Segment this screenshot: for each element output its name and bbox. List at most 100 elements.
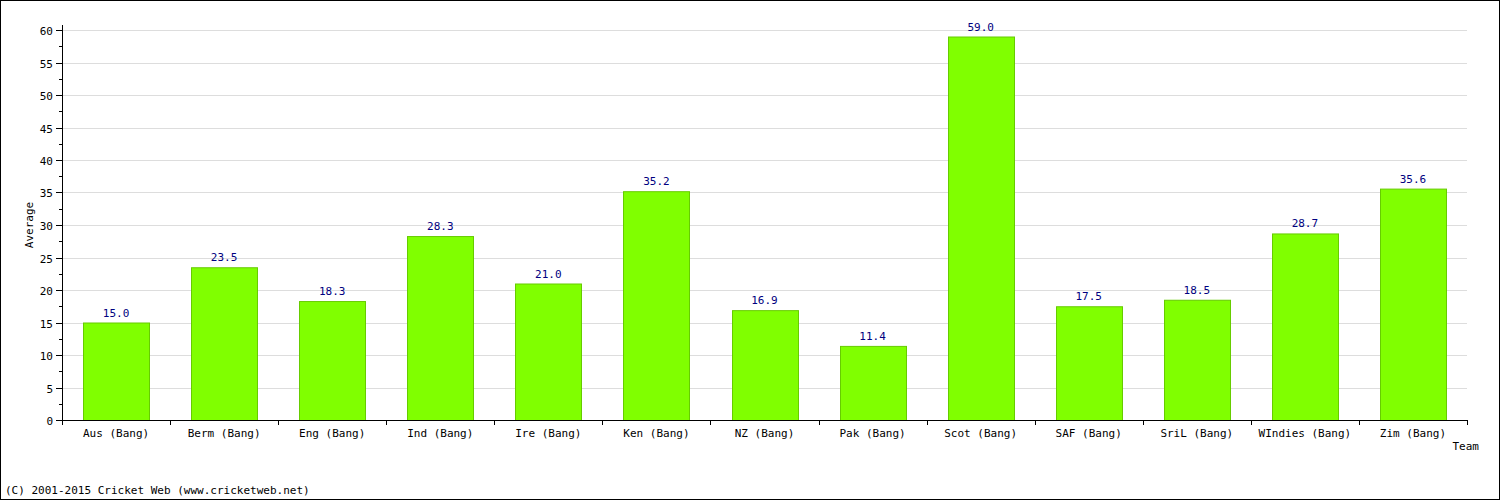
y-tick — [56, 192, 62, 193]
y-tick — [56, 160, 62, 161]
y-minor-tick — [59, 241, 62, 242]
y-tick-label: 5 — [46, 383, 53, 396]
y-minor-tick — [59, 176, 62, 177]
y-minor-tick — [59, 306, 62, 307]
x-tick — [170, 420, 171, 425]
y-tick-label: 45 — [40, 123, 53, 136]
x-tick-label: Pak (Bang) — [839, 427, 905, 440]
y-minor-tick — [59, 339, 62, 340]
x-tick — [710, 420, 711, 425]
bar — [516, 284, 582, 420]
y-minor-tick — [59, 144, 62, 145]
y-minor-tick — [59, 46, 62, 47]
x-tick-label: Berm (Bang) — [188, 427, 261, 440]
data-label: 28.7 — [1292, 217, 1319, 230]
frame — [1, 1, 1500, 500]
bar — [1165, 300, 1231, 420]
y-minor-tick — [59, 111, 62, 112]
bars — [84, 37, 1447, 420]
x-tick — [1251, 420, 1252, 425]
data-label: 35.2 — [643, 175, 670, 188]
x-tick-label: WIndies (Bang) — [1259, 427, 1352, 440]
bar — [192, 268, 258, 420]
bar — [1273, 234, 1339, 420]
bar — [841, 346, 907, 420]
grid-line — [62, 420, 1467, 421]
x-tick-label: SriL (Bang) — [1160, 427, 1233, 440]
x-tick — [927, 420, 928, 425]
x-tick-label: Eng (Bang) — [299, 427, 365, 440]
bar — [408, 237, 474, 420]
grid-line — [62, 160, 1467, 161]
grid-line — [62, 95, 1467, 96]
y-tick-label: 20 — [40, 285, 53, 298]
y-tick-label: 35 — [40, 187, 53, 200]
y-tick — [56, 290, 62, 291]
x-tick-label: Ind (Bang) — [407, 427, 473, 440]
grid-line — [62, 192, 1467, 193]
x-tick — [1035, 420, 1036, 425]
y-tick-label: 0 — [46, 415, 53, 428]
x-tick-label: Ken (Bang) — [623, 427, 689, 440]
y-minor-tick — [59, 79, 62, 80]
x-tick — [1467, 420, 1468, 425]
y-tick-label: 15 — [40, 318, 53, 331]
x-tick — [386, 420, 387, 425]
bar — [1381, 189, 1447, 420]
x-axis — [62, 420, 1467, 421]
grid-line — [62, 128, 1467, 129]
x-tick-label: Scot (Bang) — [944, 427, 1017, 440]
bar — [949, 37, 1015, 420]
grid-line — [62, 290, 1467, 291]
data-label: 28.3 — [427, 220, 454, 233]
x-tick — [278, 420, 279, 425]
x-tick — [819, 420, 820, 425]
y-tick-label: 25 — [40, 253, 53, 266]
data-label: 17.5 — [1075, 290, 1102, 303]
y-minor-tick — [59, 274, 62, 275]
x-tick — [1143, 420, 1144, 425]
y-tick — [56, 355, 62, 356]
y-tick — [56, 63, 62, 64]
x-tick-label: NZ (Bang) — [735, 427, 795, 440]
x-axis-label: Team — [1453, 440, 1480, 453]
y-tick — [56, 420, 62, 421]
x-tick — [62, 420, 63, 425]
grid-line — [62, 63, 1467, 64]
bar — [1057, 307, 1123, 420]
y-tick-label: 40 — [40, 155, 53, 168]
y-tick — [56, 95, 62, 96]
bar — [300, 302, 366, 420]
credit: (C) 2001-2015 Cricket Web (www.cricketwe… — [5, 484, 310, 497]
y-tick-label: 10 — [40, 350, 53, 363]
y-axis — [62, 25, 63, 420]
data-label: 11.4 — [859, 330, 886, 343]
y-tick-label: 55 — [40, 58, 53, 71]
y-tick-label: 50 — [40, 90, 53, 103]
data-label: 15.0 — [103, 307, 130, 320]
data-label: 18.3 — [319, 285, 346, 298]
data-label: 59.0 — [967, 21, 994, 34]
bar — [733, 311, 799, 420]
x-tick — [1359, 420, 1360, 425]
data-label: 16.9 — [751, 294, 778, 307]
data-label: 35.6 — [1400, 173, 1427, 186]
x-tick — [494, 420, 495, 425]
y-axis-label: Average — [23, 202, 36, 248]
x-tick — [602, 420, 603, 425]
y-tick — [56, 30, 62, 31]
y-tick-label: 30 — [40, 220, 53, 233]
grid-line — [62, 258, 1467, 259]
y-minor-tick — [59, 404, 62, 405]
y-tick — [56, 128, 62, 129]
x-tick-label: Ire (Bang) — [515, 427, 581, 440]
grid-line — [62, 225, 1467, 226]
y-tick — [56, 388, 62, 389]
data-label: 21.0 — [535, 268, 562, 281]
data-label: 18.5 — [1184, 284, 1211, 297]
bar — [84, 323, 150, 420]
y-tick — [56, 323, 62, 324]
grid-line — [62, 30, 1467, 31]
y-tick — [56, 225, 62, 226]
y-minor-tick — [59, 209, 62, 210]
